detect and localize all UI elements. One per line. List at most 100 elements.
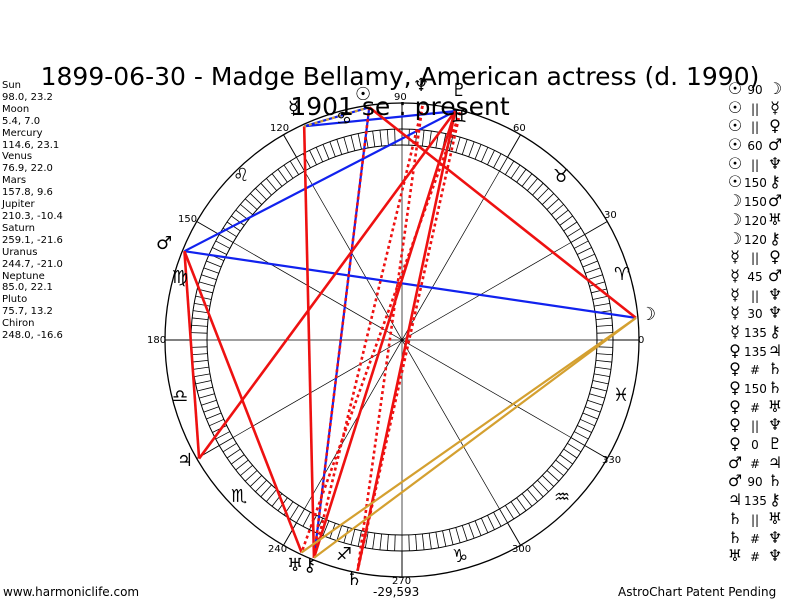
aspect-line bbox=[302, 126, 316, 558]
degree-tick bbox=[296, 508, 305, 523]
planet-coords: 114.6, 23.1 bbox=[2, 139, 60, 151]
aspect-planet-icon: ♃ bbox=[727, 490, 743, 510]
degree-tick bbox=[215, 240, 231, 249]
sign-divider bbox=[196, 221, 220, 235]
degree-tick bbox=[350, 135, 356, 151]
aspect-planet-icon: ♀ bbox=[769, 116, 781, 136]
degree-tick bbox=[206, 412, 222, 420]
degree-tick bbox=[249, 475, 263, 487]
degree-tick bbox=[487, 150, 495, 165]
degree-tick bbox=[516, 497, 527, 511]
libra-icon: ♎ bbox=[172, 386, 188, 407]
aspect-row: ☽ 150♂ bbox=[726, 191, 784, 211]
degree-tick bbox=[442, 530, 447, 547]
degree-tick bbox=[595, 366, 612, 370]
title-line-2: 1901 se : present bbox=[290, 92, 510, 121]
aspect-planet-icon: ♂ bbox=[767, 191, 783, 211]
degree-tick bbox=[468, 141, 475, 157]
aspect-angle: 0 bbox=[751, 438, 759, 453]
degree-tick bbox=[394, 534, 396, 551]
planet-name: Saturn bbox=[2, 222, 36, 234]
degree-tick bbox=[357, 530, 362, 547]
taurus-icon: ♉ bbox=[553, 166, 569, 187]
aspect-angle: || bbox=[750, 101, 760, 116]
aspect-angle: || bbox=[750, 120, 760, 135]
aspect-row: ☽ 120 ⚷ bbox=[726, 229, 784, 249]
degree-tick bbox=[203, 267, 219, 274]
degree-tick bbox=[191, 353, 208, 356]
degree-tick bbox=[329, 141, 336, 157]
degree-tick bbox=[322, 144, 330, 160]
degree-tick bbox=[192, 366, 209, 370]
degree-tick bbox=[357, 133, 362, 150]
aspect-planet-icon: ♄ bbox=[767, 471, 783, 491]
degree-tick bbox=[592, 295, 609, 300]
aspect-planet-icon: ♅ bbox=[727, 546, 743, 566]
aspect-angle: || bbox=[750, 251, 760, 266]
aspect-line bbox=[356, 105, 424, 571]
aspect-row: ☉ || ♀ bbox=[726, 117, 784, 136]
aspect-angle: # bbox=[749, 531, 761, 546]
degree-tick bbox=[322, 520, 330, 536]
aspect-angle: 90 bbox=[747, 475, 763, 490]
degree-tick bbox=[194, 302, 211, 307]
degree-tick bbox=[421, 130, 425, 147]
planet-name: Neptune bbox=[2, 270, 45, 282]
degree-tick bbox=[379, 533, 383, 550]
degree-tick bbox=[493, 511, 502, 527]
degree-tick bbox=[585, 267, 601, 274]
degree-tick bbox=[589, 281, 605, 287]
aspect-planet-icon: ♇ bbox=[767, 434, 783, 454]
aspect-row: ☉ 150 ⚷ bbox=[726, 173, 784, 192]
degree-tick bbox=[559, 215, 573, 226]
degree-tick bbox=[192, 359, 209, 363]
sagittarius-icon: ♐ bbox=[336, 544, 352, 565]
sign-divider bbox=[584, 221, 608, 235]
aspect-angle: 120 bbox=[744, 213, 767, 228]
aspect-planet-icon: ⚷ bbox=[769, 172, 781, 192]
degree-tick bbox=[480, 517, 489, 533]
aspect-planet-icon: ♀ bbox=[729, 415, 741, 435]
aries-icon: ♈ bbox=[614, 264, 630, 285]
sign-divider bbox=[507, 522, 521, 546]
aspect-row: ♀ 135♃ bbox=[726, 341, 784, 361]
degree-tick bbox=[493, 153, 502, 169]
aspect-angle: || bbox=[750, 512, 760, 527]
aspect-planet-icon: ☿ bbox=[730, 303, 740, 323]
planet-coords: 85.0, 22.1 bbox=[2, 282, 53, 294]
aspect-angle: 135 bbox=[744, 344, 767, 359]
degree-tick bbox=[219, 437, 234, 446]
degree-tick bbox=[309, 150, 317, 165]
planet-coords: 5.4, 7.0 bbox=[2, 115, 41, 127]
aspect-line bbox=[303, 106, 370, 128]
aspect-row: ♄ # ♆ bbox=[726, 528, 784, 548]
degree-tick bbox=[468, 523, 475, 539]
degree-tick bbox=[235, 459, 249, 471]
degree-tick bbox=[255, 187, 267, 201]
aspect-angle: 30 bbox=[747, 307, 763, 322]
aspect-list: ☉ 90 ☽ ☉ || ☿ ☉ || ♀ ☉ 60 ♂ ☉ || ♆ ☉ 150 ⚷ ☽ 150♂ ☽ 120♅ ☽ 120 ⚷… bbox=[726, 79, 784, 566]
degree-tick bbox=[231, 454, 245, 465]
aspect-angle: 150 bbox=[744, 176, 767, 191]
pisces-icon: ♓ bbox=[613, 385, 629, 406]
wheel-chord bbox=[232, 242, 572, 438]
aspect-planet-icon: ♅ bbox=[767, 209, 783, 229]
aspect-planet-icon: ☉ bbox=[727, 135, 743, 155]
aspect-planet-icon: ♃ bbox=[767, 452, 783, 472]
degree-tick bbox=[201, 399, 217, 406]
coordinate-readout: -29,593 bbox=[373, 585, 420, 599]
degree-tick bbox=[421, 533, 425, 550]
degree-label-180: 180 bbox=[147, 335, 166, 346]
degree-tick bbox=[591, 386, 607, 392]
degree-tick bbox=[567, 442, 582, 453]
aspect-row: ♃ 135 ⚷ bbox=[726, 490, 784, 510]
degree-tick bbox=[203, 406, 219, 413]
degree-tick bbox=[567, 227, 582, 238]
degree-tick bbox=[283, 164, 294, 179]
aspect-line bbox=[183, 110, 456, 253]
aspect-line bbox=[300, 316, 637, 554]
degree-tick bbox=[435, 531, 440, 548]
degree-tick bbox=[350, 529, 356, 545]
degree-tick bbox=[595, 317, 612, 321]
aspect-row: ☉ 90 ☽ bbox=[726, 79, 784, 99]
